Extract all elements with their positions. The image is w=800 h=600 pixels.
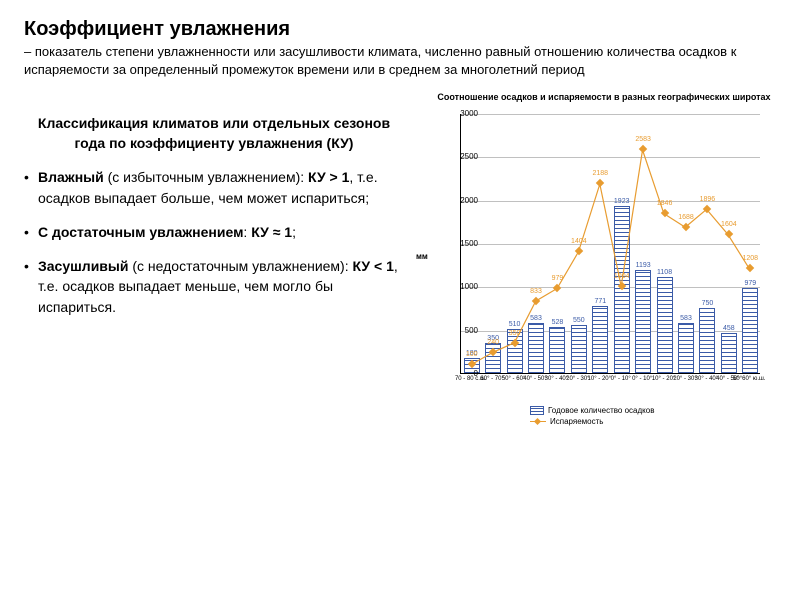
- item-text: (с недостаточным увлажнением):: [128, 258, 352, 274]
- item-term: С достаточным увлажнением: [38, 224, 243, 240]
- y-tick-label: 500: [454, 327, 478, 335]
- list-item: С достаточным увлажнением: КУ ≈ 1;: [24, 222, 404, 242]
- y-tick-label: 3000: [454, 110, 478, 118]
- subtitle-dash: –: [24, 44, 31, 59]
- x-tick-label: 10° - 20°: [588, 376, 611, 383]
- item-condition: КУ < 1: [353, 258, 394, 274]
- x-tick-label: 20° - 30°: [566, 376, 589, 383]
- item-term: Влажный: [38, 169, 104, 185]
- x-tick-label: 30° - 40°: [695, 376, 718, 383]
- subtitle: – показатель степени увлажненности или з…: [24, 43, 776, 78]
- list-item: Влажный (с избыточным увлажнением): КУ >…: [24, 167, 404, 208]
- x-tick-label: 10° - 20°: [652, 376, 675, 383]
- chart-title: Соотношение осадков и испаряемости в раз…: [414, 92, 794, 102]
- y-tick-label: 2500: [454, 153, 478, 161]
- item-condition: КУ > 1: [308, 169, 349, 185]
- item-condition: КУ ≈ 1: [251, 224, 292, 240]
- item-term: Засушливый: [38, 258, 128, 274]
- chart-plot: 1803505105835285507711923119311085837504…: [460, 114, 760, 374]
- classification-heading: Классификация климатов или отдельных сез…: [24, 114, 404, 153]
- legend-bar-swatch: [530, 406, 544, 415]
- x-tick-label: 0° - 10°: [611, 376, 631, 383]
- x-tick-label: 50° - 60°: [502, 376, 525, 383]
- x-tick-label: 0° - 10°: [632, 376, 652, 383]
- x-ticks: 70 - 80 с.ш.60° - 70°50° - 60°40° - 50°3…: [460, 376, 760, 396]
- x-tick-label: 60° - 70°: [480, 376, 503, 383]
- x-tick-label: 20° - 30°: [673, 376, 696, 383]
- x-tick-label: 40° - 50°: [523, 376, 546, 383]
- x-tick-label: 30° - 40°: [545, 376, 568, 383]
- item-text: (с избыточным увлажнением):: [104, 169, 308, 185]
- list-item: Засушливый (с недостаточным увлажнением)…: [24, 256, 404, 317]
- y-tick-label: 0: [454, 370, 478, 378]
- legend-line-swatch: [530, 418, 546, 426]
- item-tail: ;: [292, 224, 296, 240]
- y-axis-label: мм: [416, 252, 428, 261]
- chart-area: мм 1803505105835285507711923119311085837…: [420, 104, 780, 424]
- y-tick-label: 1000: [454, 283, 478, 291]
- chart-legend: Годовое количество осадков Испаряемость: [530, 406, 654, 428]
- page-title: Коэффициент увлажнения: [24, 18, 776, 41]
- y-tick-label: 2000: [454, 197, 478, 205]
- line-series: [461, 114, 760, 373]
- y-tick-label: 1500: [454, 240, 478, 248]
- legend-line-label: Испаряемость: [550, 417, 603, 426]
- x-tick-label: 50°60° ю.ш.: [733, 376, 765, 383]
- subtitle-text: показатель степени увлажненности или зас…: [24, 44, 736, 77]
- legend-bar-label: Годовое количество осадков: [548, 406, 654, 415]
